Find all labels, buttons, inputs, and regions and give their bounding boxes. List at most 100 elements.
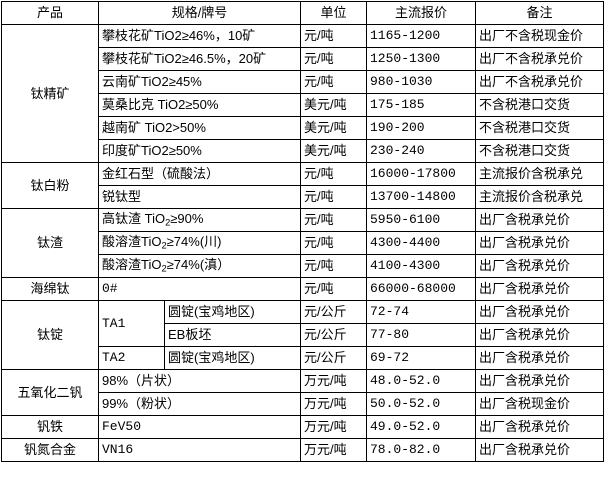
price-cell: 69-72: [366, 346, 476, 370]
spec-cell: VN16: [98, 438, 301, 462]
unit-cell: 元/吨: [300, 185, 367, 209]
unit-cell: 元/吨: [300, 254, 367, 278]
unit-cell: 元/公斤: [300, 300, 367, 324]
product-name-cell: 钛渣: [1, 208, 99, 278]
unit-cell: 美元/吨: [300, 93, 367, 117]
spec-cell: 酸溶渣TiO2≥74%(川): [98, 231, 301, 255]
price-cell: 16000-17800: [366, 162, 476, 186]
note-cell: 不含税港口交货: [475, 116, 604, 140]
spec-cell: 0#: [98, 277, 301, 301]
spec-cell: 锐钛型: [98, 185, 301, 209]
price-cell: 66000-68000: [366, 277, 476, 301]
price-cell: 48.0-52.0: [366, 369, 476, 393]
spec-cell: 圆锭(宝鸡地区): [164, 300, 301, 324]
spec-cell: 莫桑比克 TiO2≥50%: [98, 93, 301, 117]
note-cell: 不含税港口交货: [475, 139, 604, 163]
note-cell: 出厂含税承兑价: [475, 208, 604, 232]
note-cell: 出厂不含税承兑价: [475, 70, 604, 94]
note-cell: 出厂含税承兑价: [475, 231, 604, 255]
table-row: 99%（粉状） 万元/吨 50.0-52.0 出厂含税现金价: [2, 392, 604, 416]
spec-cell: 98%（片状）: [98, 369, 301, 393]
unit-cell: 美元/吨: [300, 139, 367, 163]
note-cell: 出厂含税承兑价: [475, 438, 604, 462]
price-cell: 13700-14800: [366, 185, 476, 209]
table-row: 五氧化二钒 98%（片状） 万元/吨 48.0-52.0 出厂含税承兑价: [1, 369, 604, 416]
table-row: 钒铁 FeV50 万元/吨 49.0-52.0 出厂含税承兑价: [1, 415, 604, 439]
price-cell: 1250-1300: [366, 47, 476, 71]
table-body: 钛精矿 攀枝花矿TiO2≥46%，10矿 元/吨 1165-1200 出厂不含税现金价攀…: [1, 24, 604, 462]
note-cell: 出厂不含税现金价: [475, 24, 604, 48]
price-cell: 49.0-52.0: [366, 415, 476, 439]
header-price: 主流报价: [366, 1, 476, 25]
spec-cell: 印度矿TiO2≥50%: [98, 139, 301, 163]
header-unit: 单位: [300, 1, 367, 25]
table-row: 海绵钛 0# 元/吨 66000-68000 出厂含税承兑价: [1, 277, 604, 301]
price-quote-table: 产品 规格/牌号 单位 主流报价 备注 钛精矿 攀枝花矿TiO2≥46%，10矿元…: [1, 1, 604, 462]
note-cell: 主流报价含税承兑: [475, 185, 604, 209]
unit-cell: 元/吨: [300, 162, 367, 186]
note-cell: 出厂含税承兑价: [475, 346, 604, 370]
note-cell: 出厂含税承兑价: [475, 369, 604, 393]
unit-cell: 万元/吨: [300, 438, 367, 462]
grade-cell: TA2: [98, 346, 165, 370]
table-row: 钒氮合金 VN16 万元/吨 78.0-82.0 出厂含税承兑价: [1, 438, 604, 462]
spec-cell: 云南矿TiO2≥45%: [98, 70, 301, 94]
spec-cell: 酸溶渣TiO2≥74%(滇）: [98, 254, 301, 278]
table-row: 钛白粉 金红石型（硫酸法） 元/吨 16000-17800 主流报价含税承兑: [1, 162, 604, 209]
spec-cell: 金红石型（硫酸法）: [98, 162, 301, 186]
unit-cell: 元/吨: [300, 24, 367, 48]
product-name-cell: 钒氮合金: [1, 438, 99, 462]
price-cell: 77-80: [366, 323, 476, 347]
table-row: 酸溶渣TiO2≥74%(川) 元/吨 4300-4400 出厂含税承兑价: [2, 231, 604, 255]
price-cell: 72-74: [366, 300, 476, 324]
unit-cell: 万元/吨: [300, 415, 367, 439]
spec-cell: 攀枝花矿TiO2≥46%，10矿: [98, 24, 301, 48]
spec-cell: FeV50: [98, 415, 301, 439]
unit-cell: 万元/吨: [300, 392, 367, 416]
product-name-cell: 钛白粉: [1, 162, 99, 209]
price-cell: 50.0-52.0: [366, 392, 476, 416]
note-cell: 不含税港口交货: [475, 93, 604, 117]
spec-cell: 越南矿 TiO2>50%: [98, 116, 301, 140]
table-row: 钛渣 高钛渣 TiO2≥90% 元/吨 5950-6100 出厂含税承兑价: [1, 208, 604, 278]
grade-cell: TA1: [98, 300, 165, 347]
price-cell: 190-200: [366, 116, 476, 140]
note-cell: 出厂含税承兑价: [475, 323, 604, 347]
header-spec: 规格/牌号: [98, 1, 301, 25]
unit-cell: 元/公斤: [300, 323, 367, 347]
note-cell: 出厂不含税承兑价: [475, 47, 604, 71]
price-cell: 1165-1200: [366, 24, 476, 48]
table-row: TA2 圆锭(宝鸡地区) 元/公斤 69-72 出厂含税承兑价: [2, 346, 604, 370]
spec-cell: EB板坯: [164, 323, 301, 347]
note-cell: 出厂含税承兑价: [475, 254, 604, 278]
header-product: 产品: [1, 1, 99, 25]
note-cell: 出厂含税承兑价: [475, 300, 604, 324]
product-name-cell: 钛精矿: [1, 24, 99, 163]
price-cell: 980-1030: [366, 70, 476, 94]
unit-cell: 元/吨: [300, 208, 367, 232]
unit-cell: 元/吨: [300, 47, 367, 71]
table-row: 钛锭 TA1 圆锭(宝鸡地区) 元/公斤 72-74 出厂含税承兑价: [1, 300, 604, 370]
note-cell: 出厂含税现金价: [475, 392, 604, 416]
table-row: 锐钛型 元/吨 13700-14800 主流报价含税承兑: [2, 185, 604, 209]
table-row: 莫桑比克 TiO2≥50% 美元/吨 175-185 不含税港口交货: [2, 93, 604, 117]
note-cell: 出厂含税承兑价: [475, 415, 604, 439]
spec-cell: 99%（粉状）: [98, 392, 301, 416]
table-row: 攀枝花矿TiO2≥46.5%，20矿 元/吨 1250-1300 出厂不含税承兑价: [2, 47, 604, 71]
product-name-cell: 海绵钛: [1, 277, 99, 301]
product-name-cell: 钛锭: [1, 300, 99, 370]
unit-cell: 元/吨: [300, 277, 367, 301]
note-cell: 主流报价含税承兑: [475, 162, 604, 186]
table-row: 云南矿TiO2≥45% 元/吨 980-1030 出厂不含税承兑价: [2, 70, 604, 94]
table-row: 钛精矿 攀枝花矿TiO2≥46%，10矿 元/吨 1165-1200 出厂不含税现金价: [1, 24, 604, 163]
product-name-cell: 钒铁: [1, 415, 99, 439]
note-cell: 出厂含税承兑价: [475, 277, 604, 301]
price-cell: 230-240: [366, 139, 476, 163]
unit-cell: 万元/吨: [300, 369, 367, 393]
spec-cell: 高钛渣 TiO2≥90%: [98, 208, 301, 232]
unit-cell: 元/公斤: [300, 346, 367, 370]
table-header-row: 产品 规格/牌号 单位 主流报价 备注: [1, 1, 604, 25]
price-cell: 5950-6100: [366, 208, 476, 232]
spec-cell: 圆锭(宝鸡地区): [164, 346, 301, 370]
price-cell: 175-185: [366, 93, 476, 117]
